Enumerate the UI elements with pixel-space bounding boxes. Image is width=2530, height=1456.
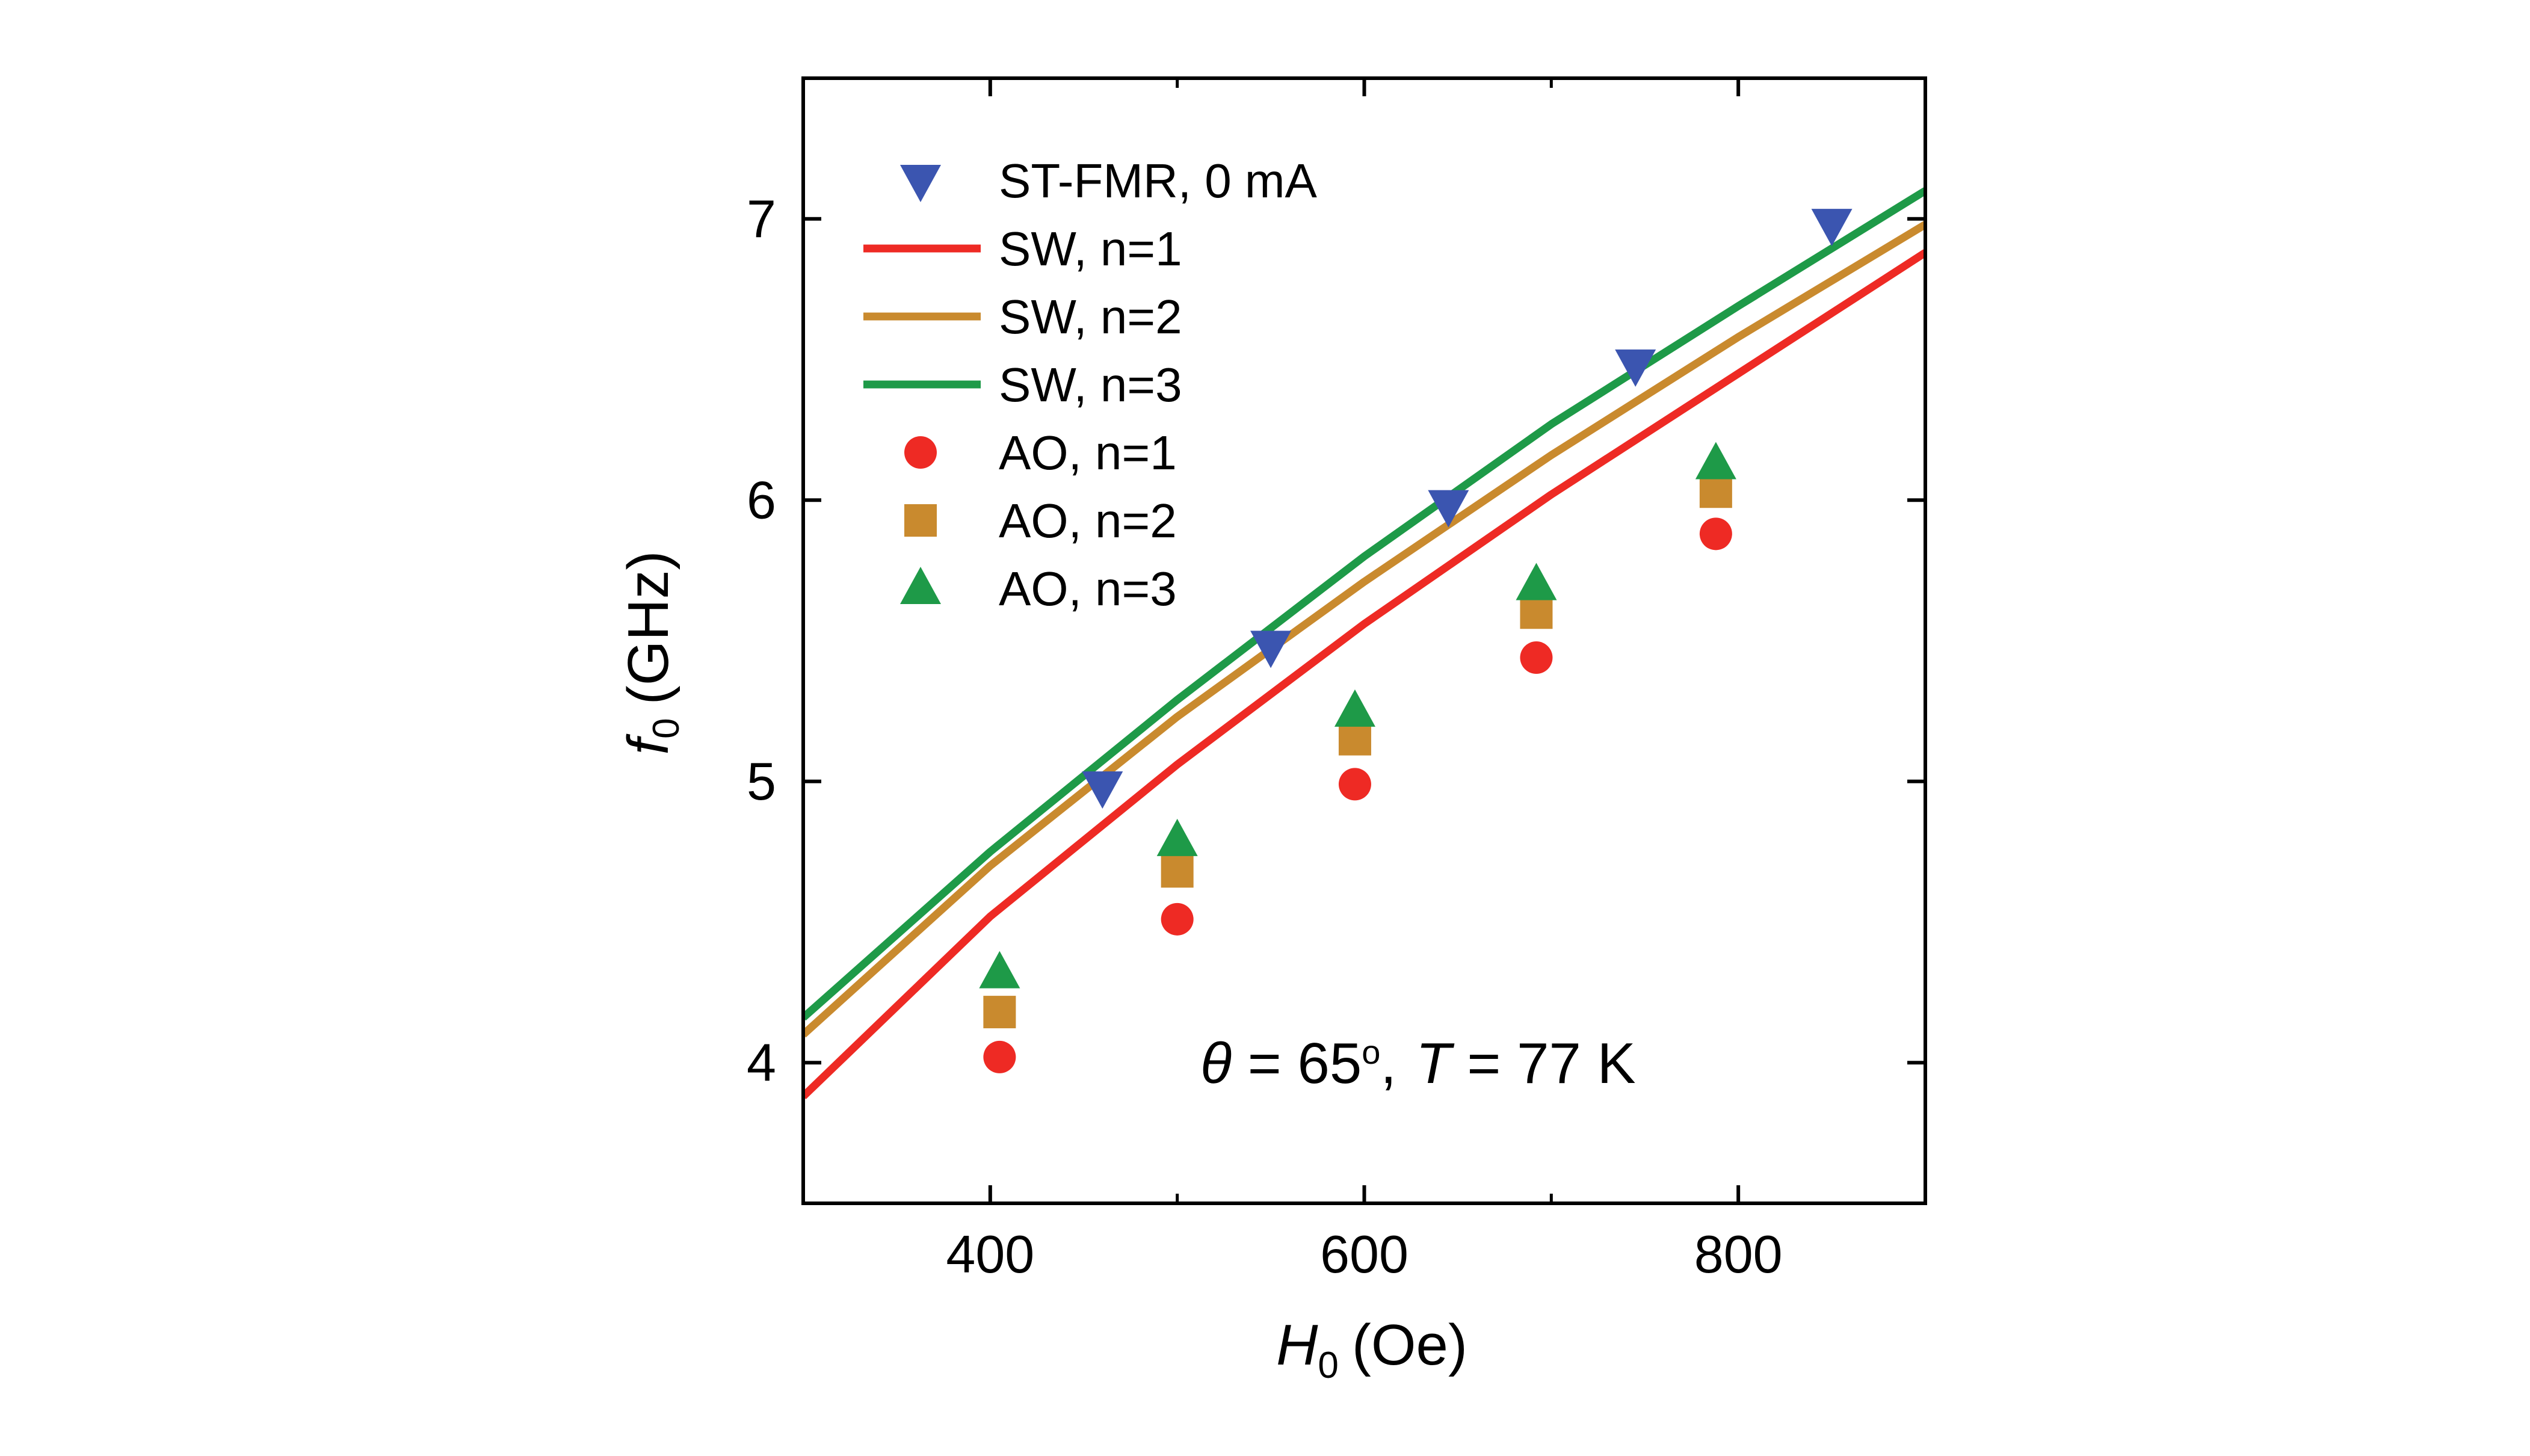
data-point-s1-2 xyxy=(1250,631,1292,668)
y-axis-label: f0(GHz) xyxy=(616,551,687,754)
data-point-s7-2 xyxy=(1156,818,1198,856)
legend-label-1: ST-FMR, 0 mA xyxy=(999,154,1318,208)
data-point-s6-5 xyxy=(1699,475,1732,508)
data-point-s6-4 xyxy=(1520,596,1553,629)
legend-label-4: SW, n=3 xyxy=(999,358,1182,412)
legend-label-6: AO, n=2 xyxy=(999,494,1177,548)
data-point-s1-4 xyxy=(1615,349,1656,387)
x-tick-label-1: 400 xyxy=(946,1224,1034,1284)
data-point-s7-1 xyxy=(979,951,1020,989)
series-line-3 xyxy=(803,221,1925,1038)
data-point-s1-3 xyxy=(1428,490,1469,528)
y-tick-label-3: 6 xyxy=(747,470,776,529)
data-point-s1-1 xyxy=(1082,771,1123,809)
y-tick-label-1: 4 xyxy=(747,1032,776,1092)
series-line-4 xyxy=(803,187,1925,1021)
x-tick-label-3: 800 xyxy=(1694,1224,1783,1284)
y-tick-label-2: 5 xyxy=(747,751,776,811)
legend-label-3: SW, n=2 xyxy=(999,290,1182,344)
data-point-s5-3 xyxy=(1338,768,1371,801)
data-point-s5-2 xyxy=(1161,902,1194,936)
x-axis: 400 600 800 xyxy=(946,78,1783,1284)
legend-swatch-5 xyxy=(904,436,937,469)
x-tick-label-2: 600 xyxy=(1320,1224,1408,1284)
data-point-s5-4 xyxy=(1520,641,1553,674)
plot-area xyxy=(801,76,1927,1205)
data-point-s1-5 xyxy=(1811,209,1853,247)
legend-swatch-7 xyxy=(900,567,941,604)
legend-label-2: SW, n=1 xyxy=(999,222,1182,276)
legend: ST-FMR, 0 mA SW, n=1 SW, n=2 SW, n=3 AO, n=1… xyxy=(863,154,1318,615)
data-point-s6-2 xyxy=(1161,855,1194,888)
series-line-2 xyxy=(803,249,1925,1100)
legend-swatch-6 xyxy=(904,504,937,537)
data-point-s7-4 xyxy=(1516,563,1557,600)
data-point-s7-3 xyxy=(1334,689,1375,727)
y-tick-label-4: 7 xyxy=(747,189,776,248)
y-axis: 4 5 6 7 xyxy=(747,189,1925,1092)
legend-swatch-1 xyxy=(900,165,941,202)
data-point-s6-3 xyxy=(1338,723,1371,756)
legend-label-7: AO, n=3 xyxy=(999,562,1177,615)
data-point-s5-1 xyxy=(983,1040,1016,1073)
x-axis-label: H0 (Oe) xyxy=(1276,1313,1467,1386)
condition-annotation: θ = 65o, T = 77 K xyxy=(1200,1031,1636,1096)
legend-label-5: AO, n=1 xyxy=(999,426,1177,480)
data-point-s5-5 xyxy=(1699,517,1732,551)
data-point-s7-5 xyxy=(1695,442,1736,480)
data-point-s6-1 xyxy=(983,996,1016,1029)
